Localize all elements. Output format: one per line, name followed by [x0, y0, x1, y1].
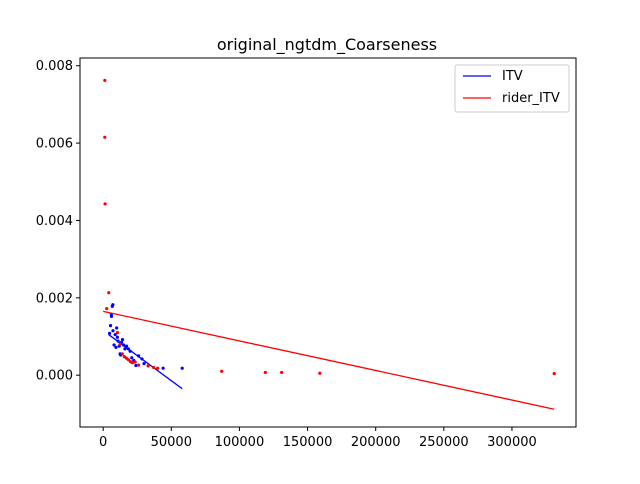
axes-frame	[79, 57, 577, 428]
legend: ITV rider_ITV	[454, 64, 570, 113]
x-tick-label: 250000	[419, 435, 469, 450]
legend-label-rider-itv: rider_ITV	[502, 91, 560, 106]
data-point-itv	[111, 329, 115, 333]
data-point-itv	[180, 366, 184, 370]
y-tick-label: 0.002	[36, 291, 73, 306]
data-point-rider-itv	[107, 291, 111, 295]
data-point-itv	[113, 332, 117, 337]
x-axis: 0 50000 100000 150000 200000 250000 300000	[99, 427, 537, 450]
chart-title: original_ngtdm_Coarseness	[217, 35, 437, 55]
x-tick-label: 150000	[283, 435, 333, 450]
data-point-itv	[115, 335, 119, 339]
data-point-itv	[114, 345, 118, 349]
y-tick-label: 0.006	[36, 137, 73, 152]
plot-area	[103, 78, 556, 410]
data-point-itv	[111, 303, 115, 307]
data-point-rider-itv	[118, 342, 122, 346]
data-point-rider-itv	[103, 135, 107, 139]
data-point-itv	[112, 343, 116, 347]
legend-box	[454, 64, 570, 113]
data-point-itv	[120, 337, 125, 342]
x-tick-label: 100000	[215, 435, 265, 450]
data-point-itv	[108, 324, 113, 328]
data-point-itv	[123, 347, 127, 351]
x-tick-label: 0	[99, 435, 107, 450]
data-point-itv	[116, 339, 120, 343]
y-tick-label: 0.008	[36, 59, 73, 74]
x-tick-label: 300000	[487, 435, 537, 450]
data-point-rider-itv	[220, 369, 224, 373]
data-point-rider-itv	[156, 366, 160, 370]
data-point-rider-itv	[552, 372, 556, 376]
data-point-itv	[107, 331, 112, 335]
data-point-rider-itv	[136, 363, 141, 367]
data-point-rider-itv	[151, 365, 156, 370]
data-point-itv	[125, 344, 129, 348]
data-point-itv	[140, 357, 144, 361]
data-point-itv	[161, 366, 165, 370]
x-tick-label: 200000	[351, 435, 401, 450]
legend-label-itv: ITV	[502, 69, 523, 84]
data-point-rider-itv	[103, 78, 107, 83]
y-tick-label: 0.004	[36, 214, 73, 229]
data-point-rider-itv	[146, 364, 150, 368]
data-point-rider-itv	[280, 370, 284, 375]
data-point-itv	[122, 343, 126, 347]
data-point-rider-itv	[105, 307, 109, 311]
y-tick-label: 0.000	[36, 369, 73, 384]
data-point-itv	[128, 349, 132, 353]
data-point-itv	[136, 354, 141, 358]
data-point-rider-itv	[130, 361, 135, 365]
data-point-rider-itv	[120, 352, 124, 356]
data-point-rider-itv	[133, 360, 137, 364]
data-point-itv	[126, 347, 130, 351]
x-tick-label: 50000	[151, 435, 192, 450]
series-rider-itv	[103, 78, 556, 410]
data-point-rider-itv	[115, 331, 120, 335]
data-point-itv	[130, 356, 134, 360]
fit-line-rider-itv	[103, 310, 555, 410]
data-point-rider-itv	[126, 358, 130, 362]
data-point-itv	[109, 314, 114, 318]
data-point-itv	[115, 326, 119, 330]
data-point-rider-itv	[263, 370, 267, 375]
y-axis: 0.000 0.002 0.004 0.006 0.008	[36, 59, 80, 384]
data-point-itv	[134, 363, 138, 368]
data-point-rider-itv	[318, 371, 322, 375]
data-point-itv	[142, 361, 146, 366]
data-point-rider-itv	[103, 202, 107, 206]
